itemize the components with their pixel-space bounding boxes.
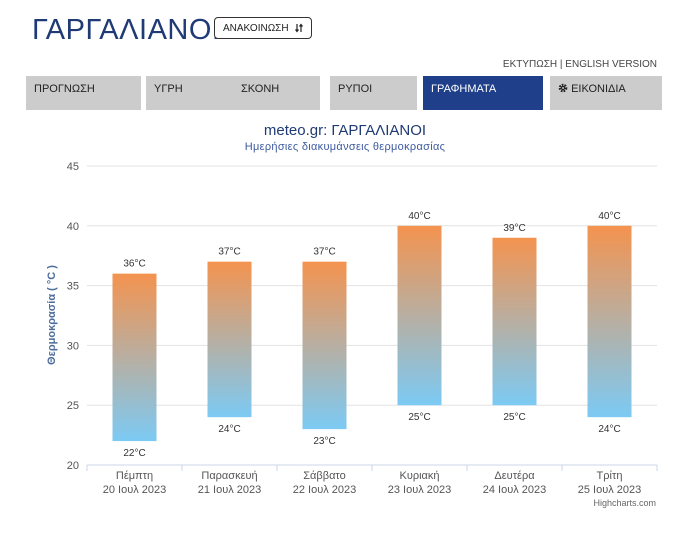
chart-credits[interactable]: Highcharts.com	[593, 498, 656, 508]
x-tick-day: Δευτέρα	[494, 470, 535, 482]
print-link[interactable]: ΕΚΤΥΠΩΣΗ	[502, 59, 558, 70]
x-tick-day: Σάββατο	[303, 470, 345, 482]
low-temp-label: 25°C	[408, 412, 430, 423]
page-title: ΓΑΡΓΑΛΙΑΝΟΙ	[32, 14, 221, 46]
x-tick-date: 25 Ιουλ 2023	[578, 484, 642, 496]
y-axis-title: Θερμοκρασία ( °C )	[46, 265, 58, 365]
chart-subtitle: Ημερήσιες διακυμάνσεις θερμοκρασίας	[245, 141, 445, 153]
link-separator: |	[559, 59, 563, 70]
top-links: ΕΚΤΥΠΩΣΗ | ENGLISH VERSION	[503, 59, 657, 70]
high-temp-label: 40°C	[408, 211, 430, 222]
x-tick-day: Κυριακή	[399, 470, 439, 482]
chart-title: meteo.gr: ΓΑΡΓΑΛΙΑΝΟΙ	[264, 122, 426, 139]
y-tick-label: 25	[67, 400, 79, 412]
sort-arrow-icon	[294, 23, 303, 33]
tab-charts[interactable]: ΓΡΑΦΗΜΑΤΑ	[423, 76, 543, 110]
x-tick-date: 21 Ιουλ 2023	[198, 484, 262, 496]
y-tick-label: 20	[67, 460, 79, 472]
gear-icon	[558, 83, 568, 93]
tab-label: ΥΓΡΗ	[154, 83, 183, 95]
temperature-bar[interactable]	[587, 225, 632, 418]
high-temp-label: 37°C	[313, 247, 335, 258]
tab-pollutants[interactable]: ΡΥΠΟΙ	[330, 76, 417, 110]
tab-label: ΠΡΟΓΝΩΣΗ	[34, 83, 95, 95]
tab-label: ΡΥΠΟΙ	[338, 83, 373, 95]
low-temp-label: 23°C	[313, 436, 335, 447]
high-temp-label: 37°C	[218, 247, 240, 258]
temperature-bar[interactable]	[302, 261, 347, 430]
x-tick-date: 22 Ιουλ 2023	[293, 484, 357, 496]
x-tick-day: Παρασκευή	[201, 470, 257, 482]
x-tick-date: 23 Ιουλ 2023	[388, 484, 452, 496]
data-labels: 36°C 22°C 37°C 24°C 37°C 23°C 40°C 25°C 39°C 25°C…	[123, 211, 620, 459]
bar-series	[112, 225, 632, 442]
y-axis-ticks: 20 25 30 35 40 45	[67, 161, 79, 472]
announcements-label: ΑΝΑΚΟΙΝΩΣΗ	[223, 22, 289, 34]
temperature-bar[interactable]	[207, 261, 252, 418]
high-temp-label: 36°C	[123, 259, 145, 270]
grid-lines	[87, 165, 657, 466]
temperature-chart: meteo.gr: ΓΑΡΓΑΛΙΑΝΟΙ Ημερήσιες διακυμάν…	[0, 112, 675, 536]
tab-label: ΣΚΟΝΗ	[241, 83, 280, 95]
y-tick-label: 40	[67, 221, 79, 233]
x-axis-ticks: Πέμπτη 20 Ιουλ 2023 Παρασκευή 21 Ιουλ 2023 Σ…	[86, 465, 658, 496]
english-version-link[interactable]: ENGLISH VERSION	[565, 59, 657, 70]
high-temp-label: 40°C	[598, 211, 620, 222]
temperature-bar[interactable]	[492, 237, 537, 406]
x-tick-date: 20 Ιουλ 2023	[103, 484, 167, 496]
chart-svg: meteo.gr: ΓΑΡΓΑΛΙΑΝΟΙ Ημερήσιες διακυμάν…	[46, 122, 658, 508]
low-temp-label: 24°C	[218, 424, 240, 435]
tab-humidity[interactable]: ΥΓΡΗ	[146, 76, 242, 110]
x-tick-day: Πέμπτη	[116, 470, 153, 482]
main-nav: ΠΡΟΓΝΩΣΗ ΥΓΡΗ ΣΚΟΝΗ ΡΥΠΟΙ ΓΡΑΦΗΜΑΤΑ ΕΙΚΟ…	[26, 76, 662, 110]
tab-dust[interactable]: ΣΚΟΝΗ	[233, 76, 320, 110]
low-temp-label: 22°C	[123, 448, 145, 459]
y-tick-label: 30	[67, 340, 79, 352]
low-temp-label: 24°C	[598, 424, 620, 435]
y-tick-label: 35	[67, 281, 79, 293]
tab-widgets[interactable]: ΕΙΚΟΝΙΔΙΑ	[550, 76, 662, 110]
high-temp-label: 39°C	[503, 223, 525, 234]
tab-forecast[interactable]: ΠΡΟΓΝΩΣΗ	[26, 76, 141, 110]
tab-label: ΓΡΑΦΗΜΑΤΑ	[431, 83, 497, 95]
announcements-button[interactable]: ΑΝΑΚΟΙΝΩΣΗ	[214, 17, 312, 39]
temperature-bar[interactable]	[397, 225, 442, 406]
tab-label: ΕΙΚΟΝΙΔΙΑ	[571, 83, 626, 95]
x-tick-date: 24 Ιουλ 2023	[483, 484, 547, 496]
temperature-bar[interactable]	[112, 273, 157, 442]
y-tick-label: 45	[67, 161, 79, 173]
low-temp-label: 25°C	[503, 412, 525, 423]
x-tick-day: Τρίτη	[597, 470, 623, 482]
